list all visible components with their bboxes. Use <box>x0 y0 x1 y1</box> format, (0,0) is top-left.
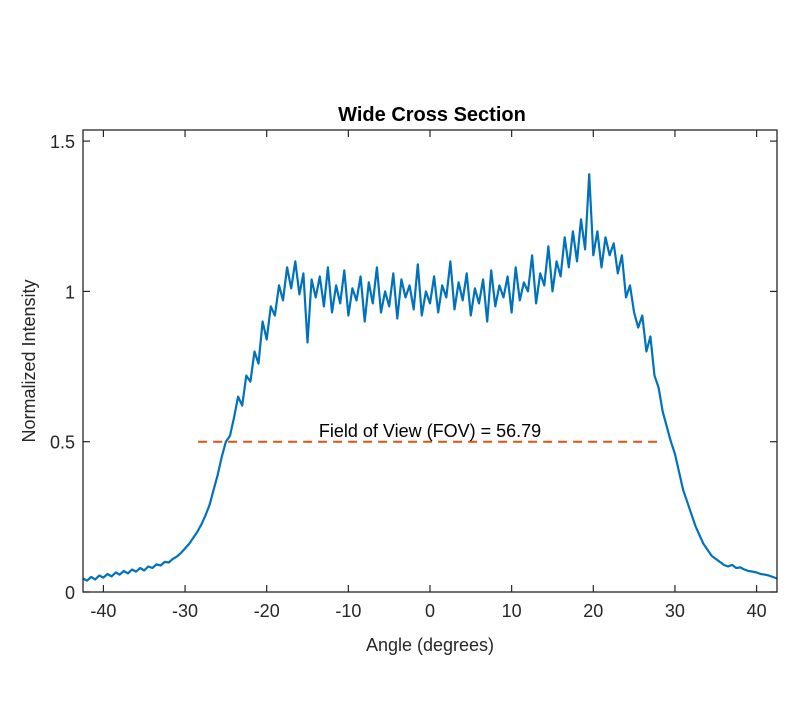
chart-title: Wide Cross Section <box>338 104 526 126</box>
plot-area <box>82 173 778 582</box>
y-tick-label: 0 <box>65 583 75 603</box>
x-tick-label: -10 <box>335 601 361 621</box>
series-line <box>82 173 778 582</box>
x-tick-label: 20 <box>583 601 603 621</box>
x-axis-ticks: -40 -30 -20 -10 0 10 20 30 40 <box>90 130 767 621</box>
axes-box <box>82 129 778 593</box>
y-tick-label: 0.5 <box>50 433 75 453</box>
y-axis-label: Normalized Intensity <box>19 279 39 442</box>
x-tick-label: 30 <box>665 601 685 621</box>
y-tick-label: 1.5 <box>50 132 75 152</box>
x-tick-label: 40 <box>747 601 767 621</box>
x-tick-label: 10 <box>502 601 522 621</box>
x-tick-label: -30 <box>172 601 198 621</box>
x-axis-label: Angle (degrees) <box>366 635 494 655</box>
fov-annotation: Field of View (FOV) = 56.79 <box>319 421 541 441</box>
x-tick-label: -20 <box>254 601 280 621</box>
axes <box>82 129 778 593</box>
x-tick-label: 0 <box>425 601 435 621</box>
y-tick-label: 1 <box>65 282 75 302</box>
y-axis-ticks: 0 0.5 1 1.5 <box>50 132 777 603</box>
x-tick-label: -40 <box>90 601 116 621</box>
